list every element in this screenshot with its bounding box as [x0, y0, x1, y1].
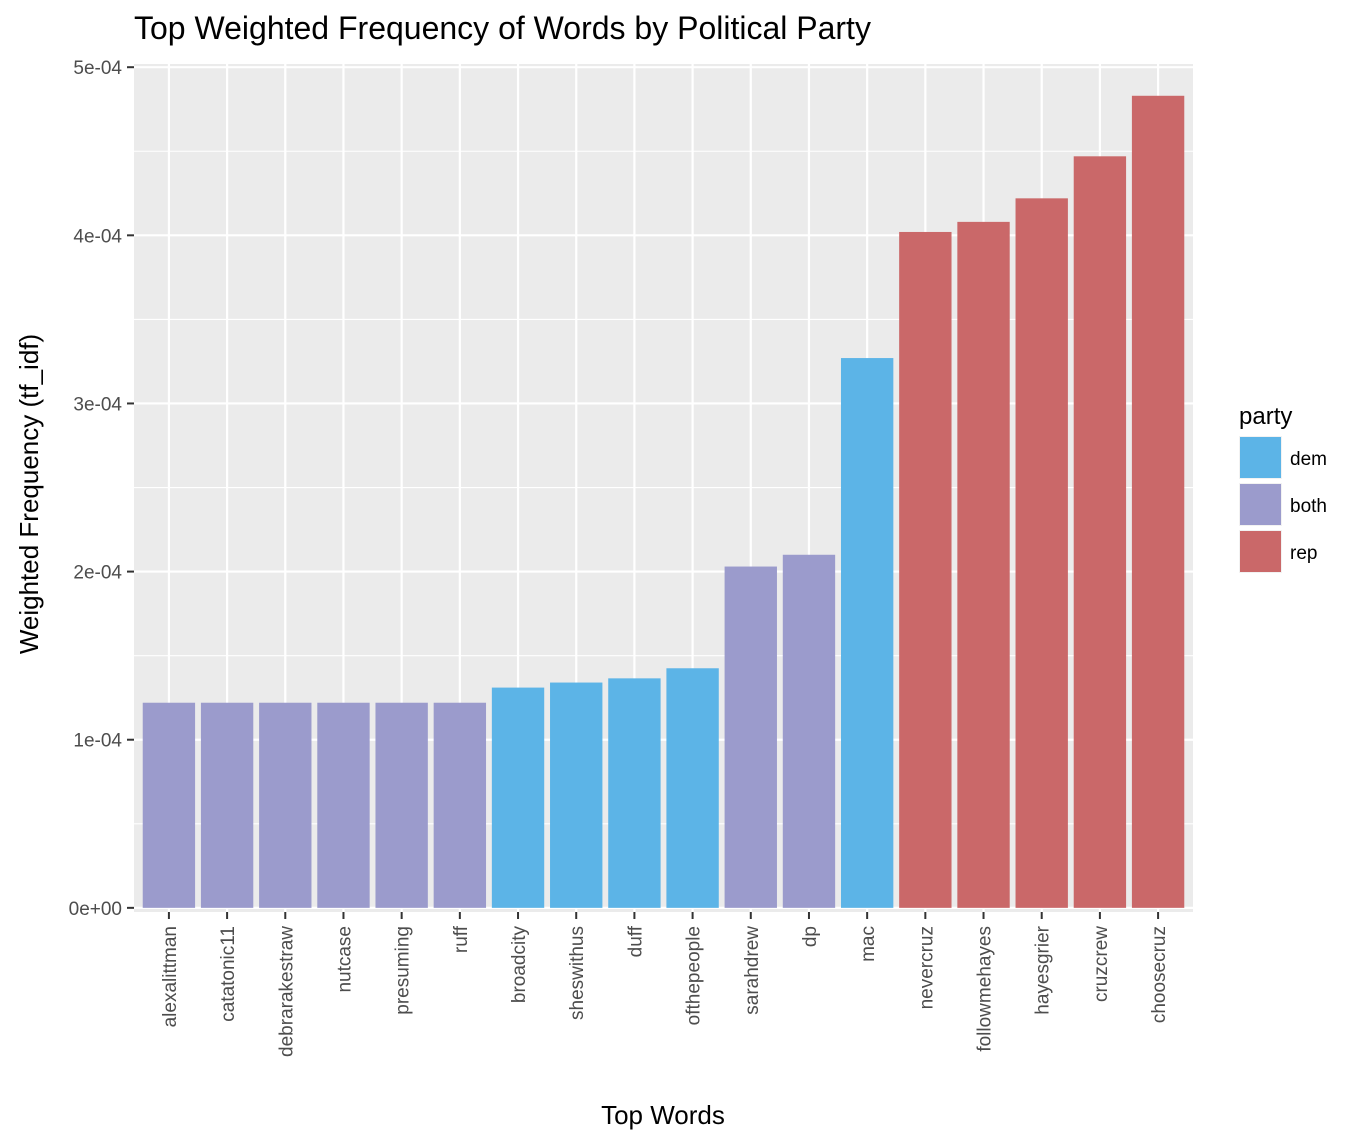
y-tick-label: 2e-04	[73, 563, 122, 584]
bar-nutcase	[317, 702, 370, 908]
y-tick-label: 5e-04	[73, 58, 122, 79]
legend-label-both: both	[1290, 496, 1327, 517]
x-tick-label: ruff	[451, 925, 472, 953]
y-tick-label: 4e-04	[73, 226, 122, 247]
bar-cruzcrew	[1073, 156, 1127, 908]
x-tick-label: ofthepeople	[684, 926, 705, 1025]
legend-label-rep: rep	[1290, 543, 1317, 564]
legend-title: party	[1239, 403, 1292, 430]
bar-debrarakestraw	[259, 702, 312, 908]
bar-ofthepeople	[666, 668, 719, 908]
x-tick-label: choosecruz	[1149, 926, 1170, 1023]
bar-alexalittman	[142, 702, 196, 908]
bar-hayesgrier	[1015, 198, 1068, 908]
legend-swatch-both	[1240, 484, 1281, 525]
x-tick-label: debrarakestraw	[276, 926, 297, 1057]
x-axis: alexalittman catatonic11 debrarakestraw nut…	[160, 912, 1170, 1057]
bars	[142, 95, 1185, 908]
y-tick-label: 1e-04	[73, 731, 122, 752]
y-tick-label: 3e-04	[73, 394, 122, 415]
x-axis-title: Top Words	[601, 1100, 725, 1130]
x-tick-label: hayesgrier	[1033, 925, 1054, 1014]
x-tick-label: mac	[858, 926, 879, 962]
x-tick-label: dp	[800, 926, 821, 947]
bar-ruff	[433, 702, 487, 908]
bar-choosecruz	[1131, 95, 1185, 908]
legend-swatch-rep	[1240, 531, 1281, 572]
bar-sarahdrew	[724, 566, 777, 908]
y-tick-label: 0e+00	[69, 899, 122, 920]
x-tick-label: nevercruz	[916, 926, 937, 1009]
legend: party dem both rep	[1239, 403, 1327, 573]
legend-label-dem: dem	[1290, 449, 1327, 470]
x-tick-label: duff	[625, 925, 646, 957]
bar-mac	[840, 358, 894, 908]
bar-duff	[608, 678, 661, 908]
x-tick-label: alexalittman	[160, 926, 181, 1027]
bar-presuming	[375, 702, 428, 908]
bar-catatonic11	[200, 702, 254, 908]
x-tick-label: broadcity	[509, 926, 530, 1004]
x-tick-label: cruzcrew	[1091, 926, 1112, 1002]
x-tick-label: catatonic11	[218, 926, 239, 1022]
x-tick-label: nutcase	[334, 926, 355, 993]
legend-swatch-dem	[1240, 437, 1281, 478]
x-tick-label: followmehayes	[975, 926, 996, 1052]
chart-title: Top Weighted Frequency of Words by Polit…	[134, 10, 871, 46]
x-tick-label: sheswithus	[567, 926, 588, 1020]
bar-followmehayes	[957, 221, 1010, 908]
x-tick-label: sarahdrew	[742, 926, 763, 1015]
bar-sheswithus	[550, 682, 603, 908]
y-axis: 0e+00 1e-04 2e-04 3e-04 4e-04 5e-04	[69, 58, 134, 920]
y-axis-title: Weighted Frequency (tf_idf)	[14, 334, 44, 654]
bar-broadcity	[491, 687, 545, 908]
bar-dp	[782, 554, 836, 908]
x-tick-label: presuming	[393, 926, 414, 1015]
bar-nevercruz	[899, 231, 952, 908]
